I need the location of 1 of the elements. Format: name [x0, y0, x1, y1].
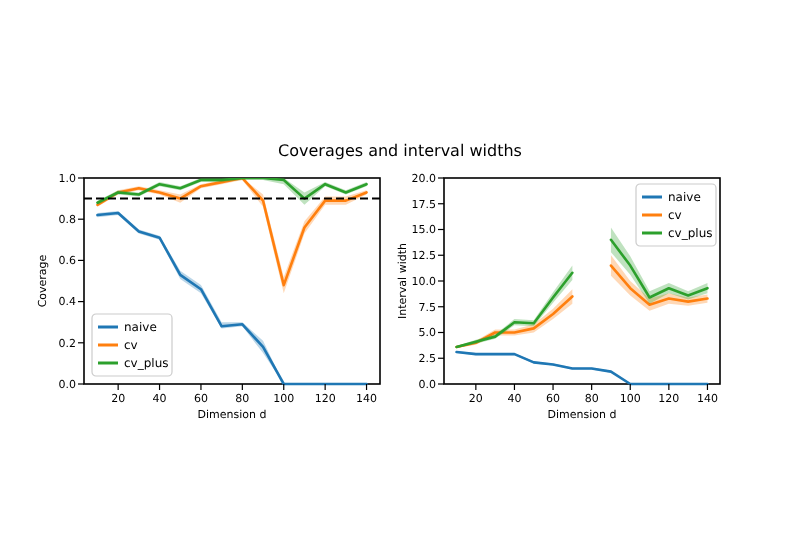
- chart-title: Coverages and interval widths: [278, 142, 522, 160]
